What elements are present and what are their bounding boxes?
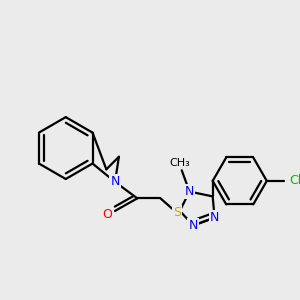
Text: N: N <box>185 185 194 198</box>
Text: CH₃: CH₃ <box>169 158 190 168</box>
Text: S: S <box>173 206 181 219</box>
Text: O: O <box>102 208 112 221</box>
Text: N: N <box>210 211 219 224</box>
Text: N: N <box>110 176 120 188</box>
Text: N: N <box>189 219 198 232</box>
Text: Cl: Cl <box>290 174 300 188</box>
